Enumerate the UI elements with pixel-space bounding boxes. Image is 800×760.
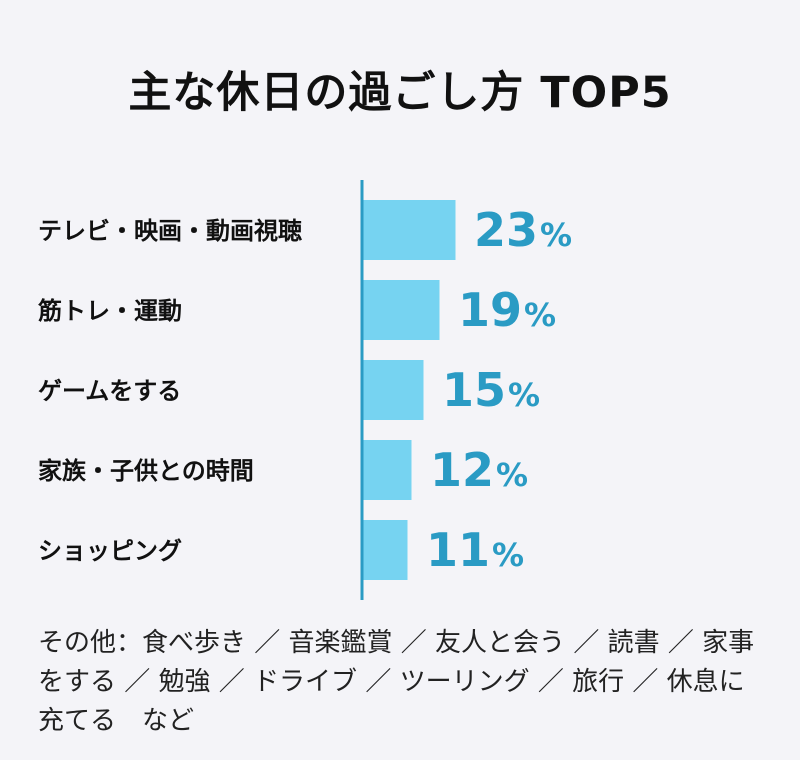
chart-title: 主な休日の過ごし方 TOP5	[128, 68, 672, 118]
category-label: 家族・子供との時間	[38, 457, 254, 485]
category-label: ゲームをする	[38, 377, 181, 405]
category-label: テレビ・映画・動画視聴	[38, 217, 302, 245]
bar	[363, 280, 440, 340]
value-label: 19%	[458, 283, 556, 337]
bar-chart: テレビ・映画・動画視聴 23% 筋トレ・運動 19% ゲームをする 15% 家族・子供との時…	[37, 180, 572, 600]
bar	[363, 440, 412, 500]
category-label: ショッピング	[38, 537, 182, 565]
other-activities-note: その他：食べ歩き ／ 音楽鑑賞 ／ 友人と会う ／ 読書 ／ 家事をする ／ 勉…	[38, 628, 755, 736]
value-label: 11%	[426, 523, 524, 577]
bar	[363, 200, 456, 260]
value-label: 12%	[430, 443, 528, 497]
category-label: 筋トレ・運動	[37, 297, 182, 325]
bar	[363, 520, 408, 580]
value-label: 23%	[474, 203, 572, 257]
bar	[363, 360, 424, 420]
value-label: 15%	[442, 363, 540, 417]
